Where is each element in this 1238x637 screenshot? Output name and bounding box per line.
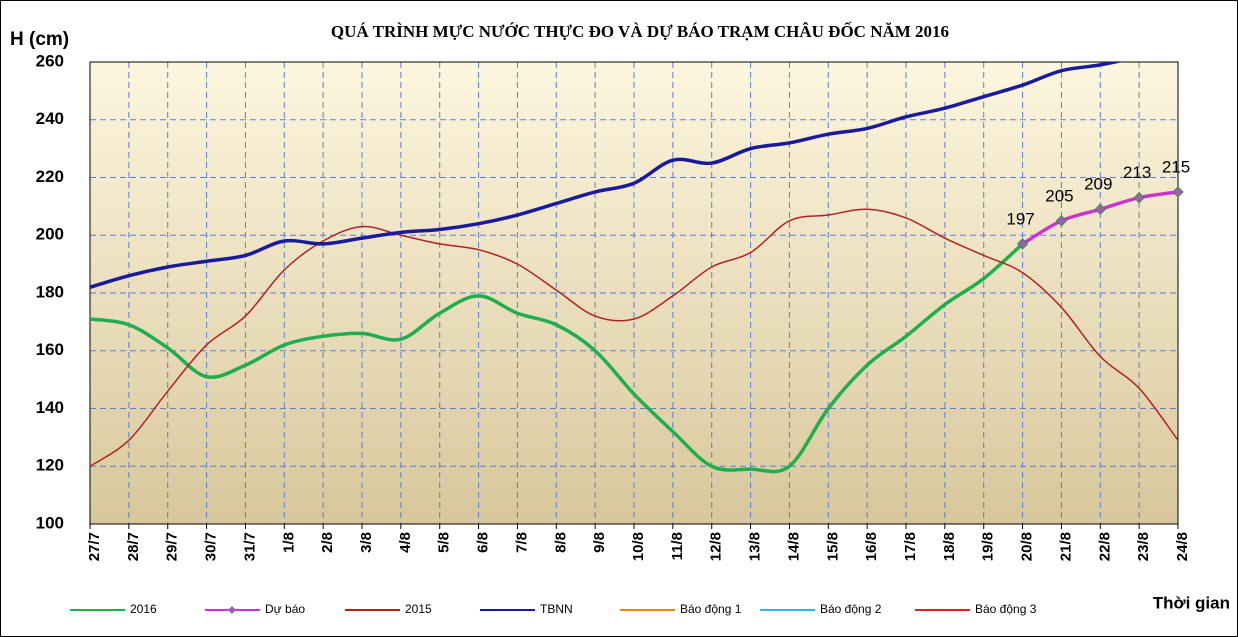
series-line: [90, 62, 1123, 289]
y-tick-label: 100: [36, 513, 64, 532]
legend-label: Báo động 1: [680, 602, 742, 616]
chart-title: QUÁ TRÌNH MỰC NƯỚC THỰC ĐO VÀ DỰ BÁO TRẠ…: [331, 21, 949, 41]
y-tick-label: 240: [36, 109, 64, 128]
x-tick-label: 20/8: [1019, 532, 1036, 561]
x-tick-label: 22/8: [1096, 532, 1113, 561]
data-label: 213: [1123, 163, 1151, 182]
legend-label: Báo động 3: [975, 602, 1037, 616]
marker: [1172, 186, 1184, 198]
legend-label: Báo động 2: [820, 602, 882, 616]
x-tick-label: 6/8: [475, 532, 492, 553]
data-label: 197: [1006, 209, 1034, 228]
legend-label: 2015: [405, 602, 432, 616]
x-tick-label: 29/7: [164, 532, 181, 561]
legend-label: 2016: [130, 602, 157, 616]
x-tick-label: 3/8: [358, 532, 375, 553]
x-tick-label: 14/8: [785, 532, 802, 561]
x-tick-label: 5/8: [436, 532, 453, 553]
y-tick-label: 120: [36, 456, 64, 475]
data-label: 215: [1162, 157, 1190, 176]
x-tick-label: 21/8: [1057, 532, 1074, 561]
x-tick-label: 1/8: [280, 532, 297, 553]
x-axis-label: Thời gian: [1153, 593, 1230, 612]
x-tick-label: 16/8: [863, 532, 880, 561]
y-axis-label: H (cm): [10, 29, 69, 50]
x-tick-label: 10/8: [630, 532, 647, 561]
series-line: [90, 208, 1178, 467]
series-line: [90, 242, 1024, 474]
legend-marker: [228, 606, 236, 614]
y-tick-label: 200: [36, 225, 64, 244]
x-tick-label: 8/8: [552, 532, 569, 553]
plot-border: [89, 61, 1179, 525]
x-tick-label: 4/8: [397, 532, 414, 553]
x-tick-label: 23/8: [1135, 532, 1152, 561]
x-tick-label: 13/8: [747, 532, 764, 561]
x-tick-label: 17/8: [902, 532, 919, 561]
x-tick-label: 15/8: [824, 532, 841, 561]
x-tick-label: 12/8: [708, 532, 725, 561]
marker: [1055, 215, 1068, 227]
marker: [1016, 238, 1029, 250]
x-tick-label: 11/8: [669, 532, 686, 560]
x-tick-label: 27/7: [86, 532, 103, 561]
y-tick-label: 260: [36, 51, 64, 70]
x-tick-label: 9/8: [591, 532, 608, 553]
legend-label: Dự báo: [265, 602, 305, 616]
legend-label: TBNN: [540, 602, 573, 616]
marker: [1094, 203, 1106, 215]
x-tick-label: 30/7: [203, 532, 220, 561]
series-layer: [90, 62, 1178, 474]
x-tick-label: 24/8: [1174, 532, 1191, 561]
x-tick-label: 28/7: [125, 532, 142, 561]
y-tick-label: 180: [36, 282, 64, 301]
y-tick-label: 220: [36, 167, 64, 186]
x-tick-label: 18/8: [941, 532, 958, 561]
y-tick-label: 140: [36, 398, 64, 417]
marker: [1133, 192, 1145, 204]
x-tick-label: 7/8: [513, 532, 530, 553]
y-tick-label: 160: [36, 340, 64, 359]
data-label: 209: [1084, 175, 1112, 194]
data-label: 205: [1045, 186, 1073, 205]
x-tick-label: 31/7: [241, 532, 258, 561]
x-tick-label: 19/8: [980, 532, 997, 561]
x-tick-label: 2/8: [319, 532, 336, 553]
